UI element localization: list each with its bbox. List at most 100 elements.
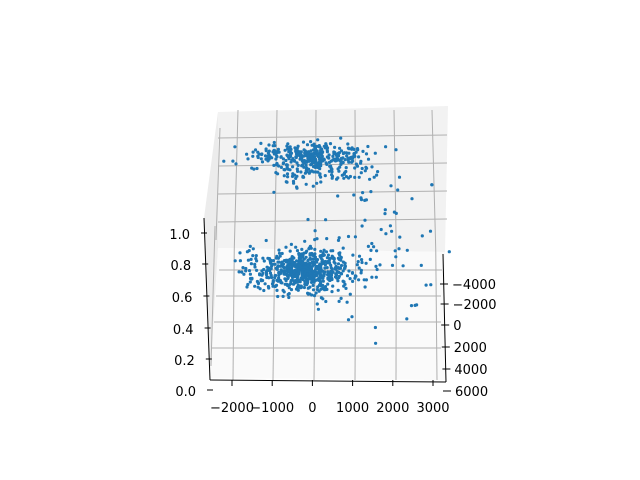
data-point [344,175,349,179]
data-point [298,264,302,268]
data-point [295,167,299,171]
data-point [317,283,321,287]
data-point [301,255,305,259]
data-point [250,277,254,281]
data-point [378,263,382,267]
data-point [312,262,317,266]
grid-line-floor-x [272,249,276,381]
data-point [373,325,377,330]
z-tick-label: 0.4 [173,323,194,338]
data-point [286,276,290,280]
data-point [297,269,301,273]
data-point [327,169,331,173]
data-point [330,170,334,174]
data-point [272,152,276,156]
data-point [296,283,300,287]
data-point [315,161,319,165]
data-point [394,148,398,152]
data-point [275,267,279,271]
data-point [264,157,268,161]
data-point [259,141,263,145]
data-point [281,161,285,166]
data-point [303,279,307,284]
data-point [312,279,316,283]
data-point [319,287,323,291]
left-side-pane [204,112,218,378]
data-point [331,255,335,259]
data-point [339,136,343,140]
data-point [270,275,274,280]
data-point [369,190,373,194]
data-point [348,157,352,161]
data-point [319,164,323,168]
data-point [266,154,270,158]
data-point [310,143,314,147]
data-point [294,245,298,249]
data-point [272,190,276,194]
data-point [375,249,379,253]
data-point [355,263,359,267]
data-point [253,284,257,288]
data-point [343,158,347,162]
data-point [281,262,286,266]
data-point [307,159,311,163]
data-point [323,174,327,178]
data-point [260,152,264,156]
data-point [288,260,292,264]
data-point [277,248,281,252]
data-point [357,175,361,179]
data-point [264,238,268,243]
data-point [311,184,315,188]
data-point [366,144,370,149]
data-point [322,253,326,257]
data-point [374,264,378,268]
data-point [396,188,400,192]
data-point [372,245,376,249]
data-point [241,266,245,270]
data-point [338,266,343,270]
data-point [290,174,295,178]
data-point [272,163,276,167]
data-point [350,315,354,319]
z-tick-label: 0.6 [172,291,193,306]
data-point [357,155,361,159]
data-point [295,259,299,263]
data-point [275,288,279,292]
data-point [361,149,365,153]
data-point [246,282,250,287]
data-point [289,151,294,155]
data-point [300,270,304,274]
data-point [298,278,302,283]
data-point [409,304,414,308]
data-point [384,145,388,149]
data-point [357,266,361,270]
data-point [351,253,355,257]
data-point [272,140,276,145]
z-axis-line [203,217,211,381]
data-point [369,248,373,252]
data-point [350,160,354,164]
data-point [288,249,292,253]
data-point [365,166,369,170]
data-point [313,255,317,259]
data-point [336,194,340,198]
data-point [304,269,309,273]
data-point [277,273,281,277]
data-point [276,260,280,264]
data-point [295,161,299,165]
data-point [316,138,320,142]
data-point [275,254,279,258]
data-point [291,172,295,176]
data-point [315,181,319,185]
data-points [222,136,451,345]
data-point [336,279,340,283]
data-point [267,276,271,280]
data-point [370,241,374,246]
y-tick-label: 2000 [454,341,487,356]
data-point [330,167,334,171]
data-point [271,284,275,288]
data-point [262,259,266,263]
grid-line-back-horizontal [217,218,448,223]
data-point [287,148,291,152]
